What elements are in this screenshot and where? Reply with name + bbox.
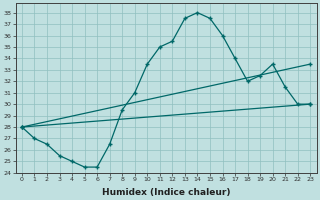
X-axis label: Humidex (Indice chaleur): Humidex (Indice chaleur)	[102, 188, 230, 197]
